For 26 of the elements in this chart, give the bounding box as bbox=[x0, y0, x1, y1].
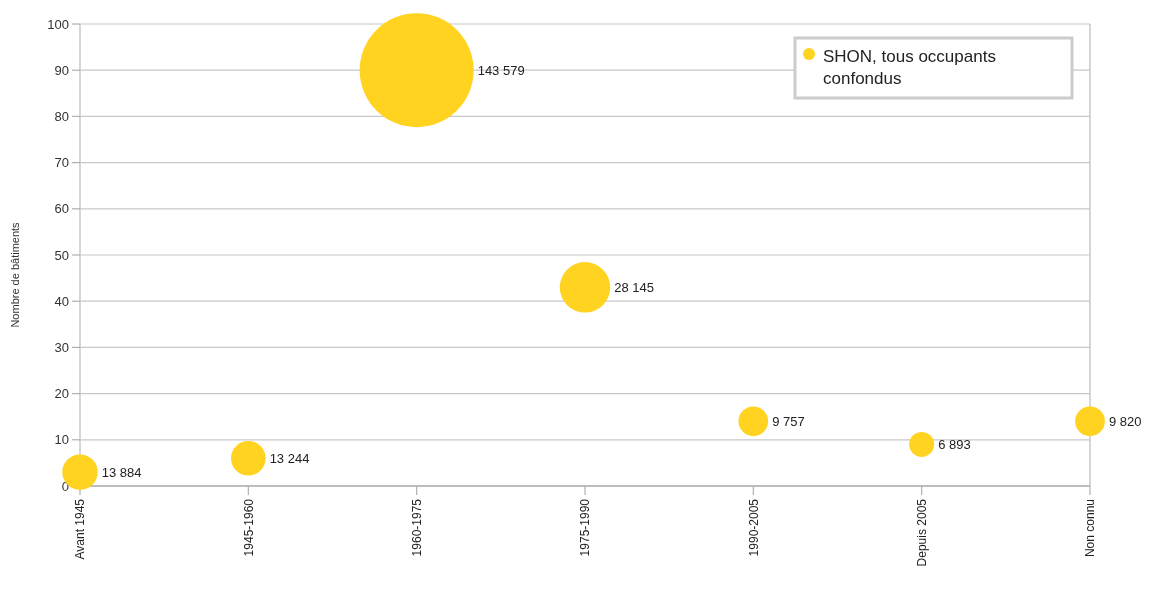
x-tick-label: 1990-2005 bbox=[746, 498, 761, 557]
x-tick-label: 1945-1960 bbox=[241, 498, 256, 557]
x-tick-label: Avant 1945 bbox=[73, 498, 88, 560]
x-tick-label: 1960-1975 bbox=[409, 498, 424, 557]
data-label: 9 820 bbox=[1108, 413, 1142, 429]
x-tick-label: 1975-1990 bbox=[578, 498, 593, 557]
data-label: 143 579 bbox=[477, 62, 525, 78]
y-tick-label: 70 bbox=[54, 155, 69, 171]
data-label: 13 244 bbox=[269, 450, 310, 466]
data-label: 9 757 bbox=[772, 413, 805, 429]
data-label: 6 893 bbox=[938, 436, 971, 452]
y-tick-label: 20 bbox=[54, 386, 69, 402]
y-tick-label: 60 bbox=[54, 201, 69, 217]
y-tick-label: 100 bbox=[47, 16, 69, 32]
x-tick-label: Depuis 2005 bbox=[914, 498, 929, 567]
data-label: 28 145 bbox=[614, 279, 654, 295]
y-tick-label: 50 bbox=[54, 247, 69, 263]
y-tick-label: 90 bbox=[54, 62, 69, 78]
y-tick-label: 80 bbox=[54, 108, 69, 124]
legend-label: SHON, tous occupants confondus bbox=[823, 47, 996, 89]
y-tick-label: 30 bbox=[54, 339, 69, 355]
x-tick-label: Non connu bbox=[1083, 499, 1098, 558]
y-axis-title: Nombre de bâtiments bbox=[9, 221, 21, 328]
y-tick-label: 10 bbox=[54, 432, 69, 448]
data-label: 13 884 bbox=[101, 464, 142, 480]
y-tick-label: 40 bbox=[54, 293, 69, 309]
